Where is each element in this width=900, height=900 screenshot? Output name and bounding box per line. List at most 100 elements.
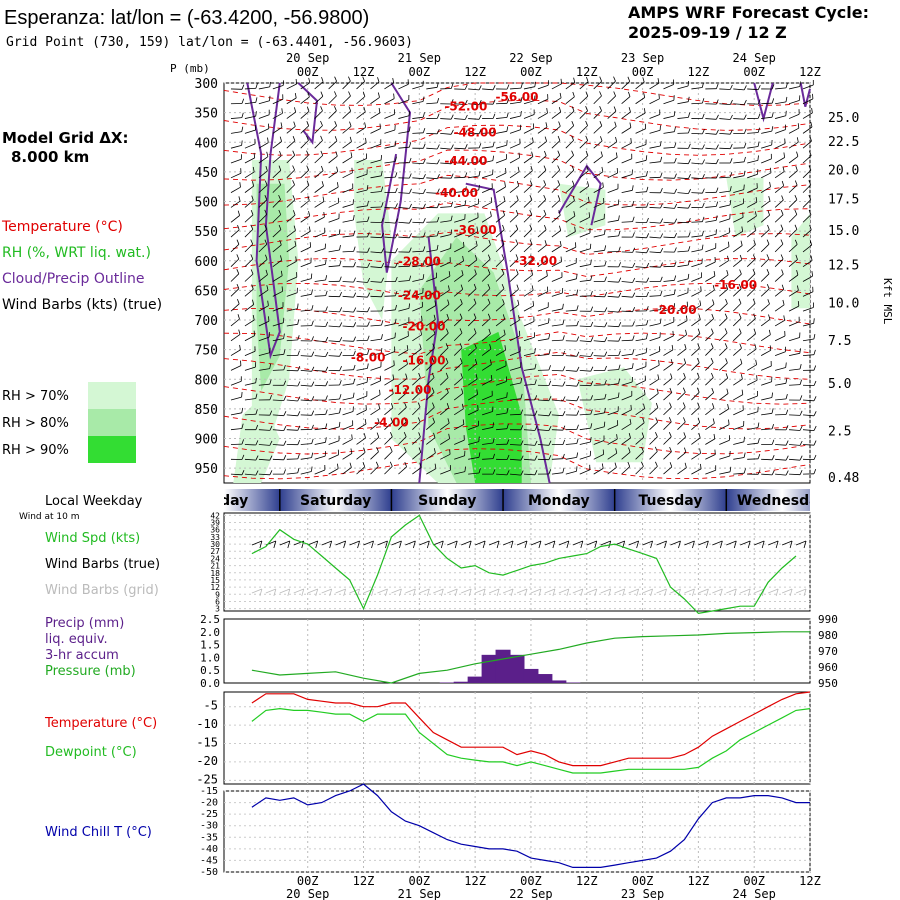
wind-barb [760,186,771,193]
wind-barb-flag [767,210,770,216]
wind-barb [356,189,368,194]
wind-barb-flag [530,165,533,171]
wind-barb-flag [325,409,328,415]
wind-tick-label: 27 [210,547,220,556]
wind-barb-flag [743,156,746,162]
wind-barb [328,310,340,313]
wind-barb [370,352,382,356]
wind-barb [412,207,424,209]
wind-barb [258,214,267,223]
wind-barb [677,278,689,282]
wind-barb-flag [576,320,579,326]
wind-barb-flag [794,180,798,186]
wind-barb-flag [729,466,732,472]
temperature-contour [223,398,811,430]
wind-barb [439,377,449,386]
wind-barb [551,292,563,297]
wind-barb [314,185,324,193]
temperature-contour-label: -52.00 [444,99,487,113]
wind-barb-flag [515,224,519,230]
wind-barb-flag [562,319,565,325]
grid-wind-barb [251,588,263,594]
wind-barb [314,96,324,105]
wind-barb [440,132,452,135]
wind-barb-flag [252,299,255,305]
wind-barb-flag [622,588,626,597]
wind-barb-flag [339,307,343,313]
wind-barb-flag [506,454,510,460]
wind-barb-flag [306,135,309,141]
wind-barb-flag [250,269,254,275]
wind-barb [747,88,759,91]
wind-barb [663,131,675,134]
wind-barb [579,441,591,445]
wind-barb-flag [417,417,421,423]
wind-barb [774,171,785,179]
wind-barb-flag [297,454,300,460]
wind-barb-flag [664,588,667,597]
wind-barb-flag [353,230,356,236]
wind-barb [426,263,438,268]
wind-barb [733,88,745,91]
wind-barb [328,233,340,238]
kft-tick-label: 5.0 [828,377,851,392]
wind-barb-flag [775,540,779,549]
wind-barb-flag [250,254,254,260]
wind-barb-flag [632,307,636,312]
wind-barb-flag [712,418,715,424]
wind-barb [398,436,407,445]
wind-barb-flag [478,143,482,149]
wind-barb-flag [799,348,801,354]
precip-tick-label: 2.5 [200,613,220,626]
wind-barb [244,157,255,164]
wind-barb-flag [353,364,356,370]
wind-barb-flag [377,77,380,83]
wind-barb-flag [420,329,422,335]
wind-barb [370,97,380,105]
wind-barb-flag [487,283,491,289]
wind-barb-flag [543,209,547,215]
wind-barb-flag [297,303,299,309]
wind-barb [607,467,617,475]
wind-barb [537,275,548,282]
wind-tick-label: 24 [210,554,220,563]
wind-barb-flag [241,98,245,104]
wind-barb-flag [241,407,244,413]
wind-barb-flag [729,200,732,206]
wind-barb [468,203,479,208]
wind-barb [705,162,717,165]
wind-barb-flag [757,141,760,147]
wind-barb [523,336,535,342]
temperature-contour-label: -28.00 [398,255,441,269]
wind-barb [328,140,338,149]
wind-barb-flag [311,466,313,472]
wind-barb-flag [715,159,719,164]
wind-barb [440,289,450,297]
wind-barb [468,88,480,91]
wind-barb-flag [548,425,552,431]
wind-barb-flag [618,307,622,313]
wind-barb-flag [632,292,636,298]
wind-barb [719,132,731,135]
wind-barb-flag [311,336,314,342]
wind-barb-flag [502,210,505,216]
wind-barb [314,170,324,179]
wind-barb [621,466,630,475]
wind-barb-flag [504,345,506,351]
wind-barb [468,441,479,445]
wind-barb [705,275,716,282]
wind-barb-flag [645,347,648,353]
wind-barb [579,295,591,297]
wind-barb-flag [489,225,492,231]
top-date-label: 23 Sep [621,51,664,65]
wind-barb [481,244,491,253]
wind-barb-flag [771,126,774,132]
wind-barb-flag [338,421,341,427]
wind-barb-flag [238,196,241,202]
wind-barb [314,441,326,445]
wind-barb [747,173,758,179]
wind-barb [677,421,686,430]
grid-wind-barb [530,588,542,594]
wind-barb-flag [395,262,398,268]
wind-barb [705,303,715,312]
